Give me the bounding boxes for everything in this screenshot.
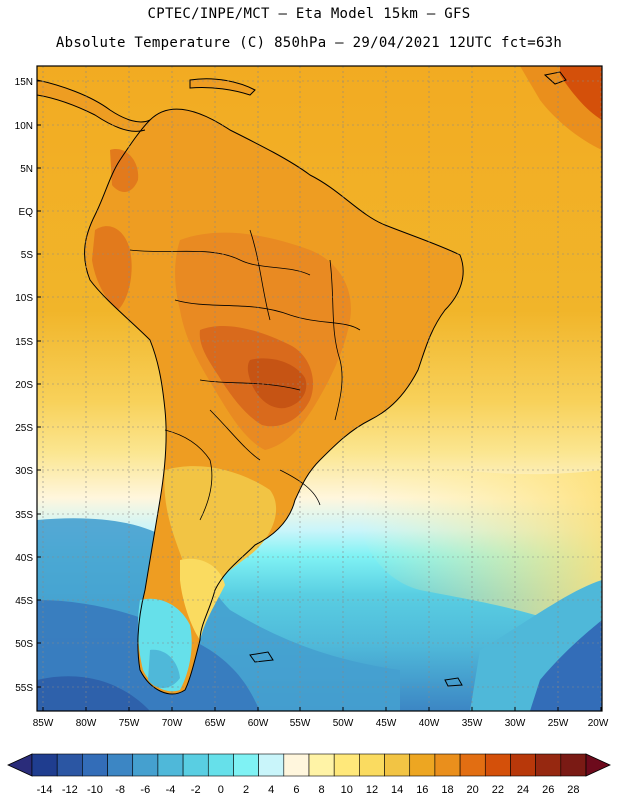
lat-label: 45S xyxy=(15,596,33,607)
coastlines xyxy=(37,71,567,695)
lat-label: 5S xyxy=(21,250,34,261)
colorbar-cells xyxy=(31,753,587,777)
colorbar-cell xyxy=(31,753,58,777)
lon-label: 65W xyxy=(205,718,226,729)
colorbar-label: 22 xyxy=(492,784,504,796)
colorbar-cell xyxy=(82,753,108,777)
lon-label: 45W xyxy=(376,718,397,729)
colorbar-label: -12 xyxy=(62,784,78,796)
colorbar-cell xyxy=(459,753,486,777)
temperature-field xyxy=(37,66,602,711)
axis-ticks xyxy=(37,80,602,711)
colorbar-cell xyxy=(333,753,360,777)
lat-label: 35S xyxy=(15,510,33,521)
colorbar-cell xyxy=(207,753,234,777)
colorbar-low-arrow xyxy=(7,753,33,777)
colorbar-cell xyxy=(510,753,536,777)
lat-label: 50S xyxy=(15,639,33,650)
colorbar-cell xyxy=(258,753,285,777)
colorbar-cell xyxy=(384,753,411,777)
colorbar: -14 -12 -10 -8 -6 -4 -2 0 2 4 6 8 10 12 14 16 18 20 22 24 26… xyxy=(7,753,611,796)
colorbar-cell xyxy=(560,753,587,777)
colorbar-label: 26 xyxy=(542,784,554,796)
colorbar-label: 8 xyxy=(319,784,325,796)
colorbar-label: 16 xyxy=(416,784,428,796)
colorbar-label: 10 xyxy=(341,784,353,796)
lat-label: 10N xyxy=(15,121,33,132)
colorbar-label: -8 xyxy=(115,784,125,796)
lon-label: 55W xyxy=(290,718,311,729)
lat-label: 15N xyxy=(15,77,33,88)
longitude-labels: 85W 80W 75W 70W 65W 60W 55W 50W 45W 40W … xyxy=(33,718,609,729)
lon-label: 80W xyxy=(76,718,97,729)
latitude-labels: 15N 10N 5N EQ 5S 10S 15S 20S 25S 30S 35S… xyxy=(15,77,34,694)
colorbar-cell xyxy=(107,753,134,777)
colorbar-label: 18 xyxy=(441,784,453,796)
map-title-line2: Absolute Temperature (C) 850hPa – 29/04/… xyxy=(55,35,563,51)
colorbar-label: -10 xyxy=(87,784,103,796)
colorbar-cell xyxy=(283,753,310,777)
colorbar-cell xyxy=(182,753,209,777)
lon-label: 40W xyxy=(419,718,440,729)
colorbar-cell xyxy=(535,753,562,777)
colorbar-label: 6 xyxy=(293,784,299,796)
lon-label: 75W xyxy=(119,718,140,729)
colorbar-label: -4 xyxy=(166,784,176,796)
lat-label: 40S xyxy=(15,553,33,564)
lon-label: 70W xyxy=(162,718,183,729)
lat-label: 25S xyxy=(15,423,33,434)
colorbar-label: 4 xyxy=(268,784,274,796)
colorbar-cell xyxy=(233,753,259,777)
lon-label: 30W xyxy=(505,718,526,729)
colorbar-label: 20 xyxy=(467,784,479,796)
lat-label: 20S xyxy=(15,380,33,391)
colorbar-label: 28 xyxy=(567,784,579,796)
lat-label: 5N xyxy=(20,164,33,175)
lon-label: 85W xyxy=(33,718,54,729)
colorbar-cell xyxy=(359,753,385,777)
lon-label: 50W xyxy=(333,718,354,729)
map-title-line1: CPTEC/INPE/MCT – Eta Model 15km – GFS xyxy=(147,6,471,22)
graticule xyxy=(37,66,602,711)
lon-label: 20W xyxy=(588,718,609,729)
colorbar-label: 24 xyxy=(517,784,529,796)
colorbar-cell xyxy=(132,753,159,777)
colorbar-label: -2 xyxy=(191,784,201,796)
colorbar-cell xyxy=(409,753,436,777)
lat-label: 30S xyxy=(15,466,33,477)
colorbar-cell xyxy=(484,753,511,777)
lon-label: 25W xyxy=(548,718,569,729)
colorbar-high-arrow xyxy=(585,753,611,777)
colorbar-labels: -14 -12 -10 -8 -6 -4 -2 0 2 4 6 8 10 12 14 16 18 20 22 24 26… xyxy=(37,784,580,796)
colorbar-cell xyxy=(56,753,83,777)
colorbar-label: 12 xyxy=(366,784,378,796)
colorbar-label: 14 xyxy=(391,784,403,796)
colorbar-label: 0 xyxy=(218,784,224,796)
lat-label: EQ xyxy=(19,207,34,218)
lat-label: 55S xyxy=(15,683,33,694)
colorbar-label: -14 xyxy=(37,784,53,796)
lon-label: 60W xyxy=(248,718,269,729)
colorbar-cell xyxy=(157,753,184,777)
lat-label: 10S xyxy=(15,293,33,304)
map-frame xyxy=(36,65,603,712)
colorbar-cell xyxy=(308,753,335,777)
colorbar-label: 2 xyxy=(243,784,249,796)
lat-label: 15S xyxy=(15,337,33,348)
colorbar-label: -6 xyxy=(140,784,150,796)
colorbar-cell xyxy=(434,753,461,777)
lon-label: 35W xyxy=(462,718,483,729)
